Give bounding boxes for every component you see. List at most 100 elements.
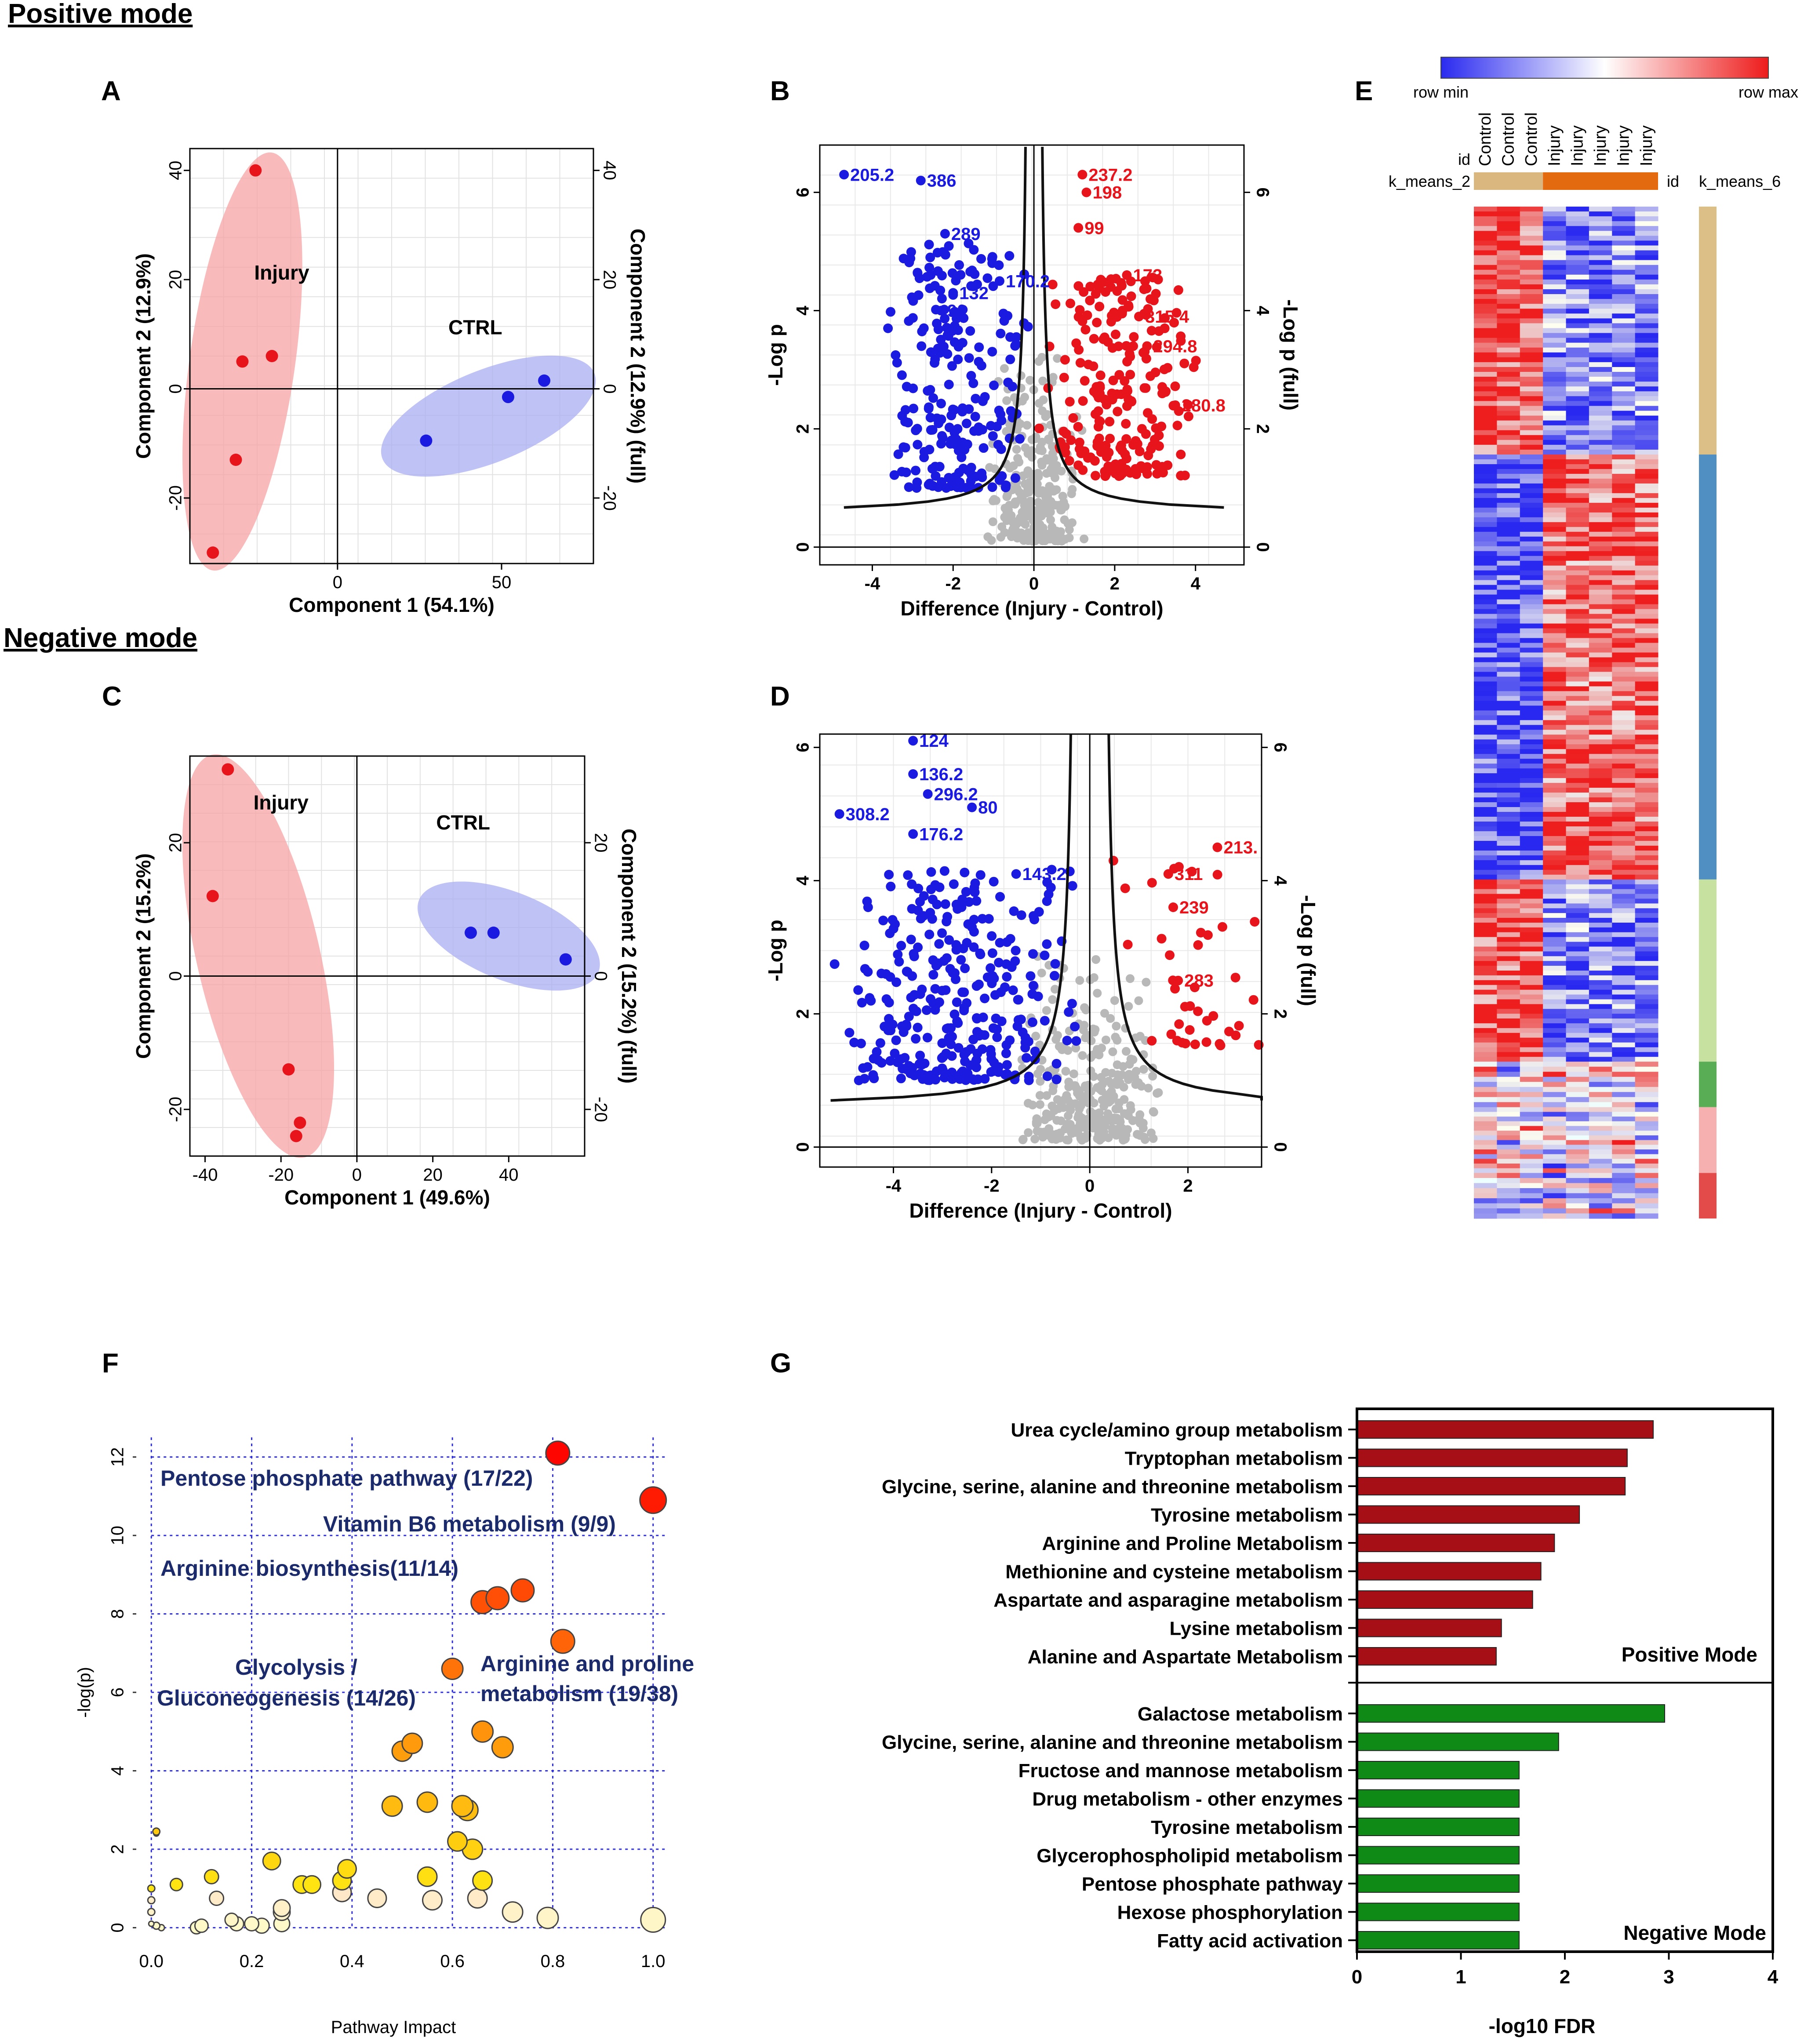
downregulated-point: [940, 899, 950, 909]
upregulated-point: [1157, 382, 1167, 392]
labeled-point: [1173, 975, 1183, 986]
heatmap-cell: [1589, 768, 1612, 774]
heatmap-cell: [1543, 730, 1566, 735]
heatmap-cell: [1635, 951, 1659, 957]
upregulated-point: [1166, 1029, 1176, 1039]
heatmap-cell: [1520, 720, 1543, 725]
heatmap-cell: [1635, 894, 1659, 899]
heatmap-cell: [1566, 971, 1589, 976]
heatmap-cell: [1566, 396, 1589, 401]
heatmap-cell: [1474, 362, 1497, 367]
heatmap-cell: [1612, 304, 1636, 309]
downregulated-point: [973, 1074, 983, 1084]
heatmap-cell: [1635, 493, 1659, 498]
heatmap-cell: [1589, 1164, 1612, 1169]
heatmap-cell: [1589, 377, 1612, 382]
heatmap-cell: [1497, 512, 1520, 518]
heatmap-cell: [1474, 971, 1497, 976]
heatmap-cell: [1497, 676, 1520, 682]
heatmap-cell: [1474, 279, 1497, 285]
x-tick-label: 0: [1352, 1966, 1362, 1988]
heatmap-cell: [1635, 328, 1659, 334]
heatmap-cell: [1566, 333, 1589, 338]
heatmap-cell: [1589, 696, 1612, 701]
heatmap-cell: [1589, 735, 1612, 740]
heatmap-cell: [1566, 1042, 1589, 1047]
heatmap-cell: [1612, 565, 1636, 571]
heatmap-cell: [1474, 951, 1497, 957]
heatmap-cell: [1497, 333, 1520, 338]
heatmap-cell: [1474, 1213, 1497, 1219]
heatmap-cell: [1589, 614, 1612, 619]
heatmap-cell: [1612, 469, 1636, 474]
heatmap-cell: [1635, 942, 1659, 947]
labeled-point: [908, 829, 918, 839]
downregulated-point: [986, 421, 996, 431]
heatmap-cell: [1543, 338, 1566, 343]
heatmap-cell: [1520, 502, 1543, 508]
downregulated-point: [965, 1060, 975, 1070]
heatmap-cell: [1543, 328, 1566, 334]
heatmap-cell: [1612, 299, 1636, 304]
heatmap-cell: [1566, 483, 1589, 489]
heatmap-cell: [1497, 589, 1520, 595]
heatmap-cell: [1612, 377, 1636, 382]
heatmap-cell: [1589, 686, 1612, 691]
heatmap-cell: [1520, 1112, 1543, 1117]
heatmap-cell: [1474, 985, 1497, 990]
heatmap-cell: [1635, 691, 1659, 696]
heatmap-cell: [1635, 556, 1659, 561]
heatmap-cell: [1612, 294, 1636, 299]
heatmap-cell: [1612, 289, 1636, 295]
heatmap-cell: [1497, 585, 1520, 590]
heatmap-cell: [1566, 323, 1589, 328]
downregulated-point: [962, 938, 972, 948]
heatmap-cell: [1520, 657, 1543, 662]
heatmap-cell: [1474, 638, 1497, 643]
heatmap-cell: [1474, 908, 1497, 913]
pathway-bubble: [416, 1791, 438, 1813]
heatmap-cell: [1612, 759, 1636, 764]
upregulated-point: [1065, 396, 1075, 407]
nonsignificant-point: [1036, 1100, 1045, 1109]
heatmap-cell: [1497, 879, 1520, 885]
upregulated-point: [1173, 285, 1183, 295]
heatmap-cell: [1566, 377, 1589, 382]
downregulated-point: [980, 1074, 990, 1084]
heatmap-cell: [1543, 469, 1566, 474]
panel-label-c: C: [102, 681, 122, 712]
upregulated-point: [1068, 413, 1078, 423]
upregulated-point: [1115, 443, 1125, 453]
heatmap-cell: [1520, 903, 1543, 909]
downregulated-point: [961, 1047, 971, 1057]
upregulated-point: [1215, 1039, 1225, 1049]
x-tick-label: 0.2: [240, 1952, 264, 1971]
heatmap-cell: [1497, 386, 1520, 392]
heatmap-cell: [1520, 701, 1543, 706]
positive-mode-bar: [1357, 1562, 1542, 1581]
upregulated-point: [1176, 336, 1186, 346]
heatmap-cell: [1589, 1077, 1612, 1082]
heatmap-cell: [1474, 807, 1497, 812]
heatmap-cell: [1566, 980, 1589, 986]
heatmap-cell: [1474, 1149, 1497, 1155]
category-label: Drug metabolism - other enzymes: [1032, 1789, 1343, 1810]
heatmap-cell: [1589, 937, 1612, 942]
heatmap-cell: [1543, 831, 1566, 837]
heatmap-cell: [1566, 802, 1589, 807]
heatmap-cell: [1543, 415, 1566, 421]
nonsignificant-point: [1016, 495, 1025, 504]
heatmap-cell: [1520, 265, 1543, 270]
downregulated-point: [927, 464, 937, 474]
nonsignificant-point: [1035, 1091, 1044, 1100]
downregulated-point: [886, 307, 896, 317]
heatmap-cell: [1543, 817, 1566, 822]
heatmap-cell: [1612, 1097, 1636, 1102]
heatmap-cell: [1566, 245, 1589, 251]
heatmap-cell: [1543, 903, 1566, 909]
heatmap-cell: [1635, 903, 1659, 909]
heatmap-cell: [1612, 255, 1636, 261]
downregulated-point: [936, 439, 946, 449]
heatmap-cell: [1589, 951, 1612, 957]
heatmap-cell: [1520, 1052, 1543, 1057]
